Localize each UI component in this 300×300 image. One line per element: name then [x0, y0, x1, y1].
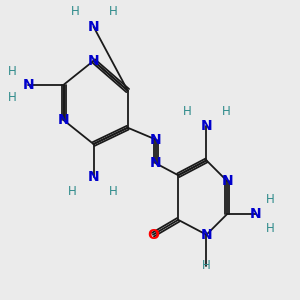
Text: H: H: [266, 222, 275, 235]
Text: H: H: [68, 185, 77, 198]
Text: N: N: [201, 228, 212, 242]
Text: H: H: [266, 193, 275, 206]
Text: H: H: [202, 260, 211, 272]
Text: H: H: [8, 65, 16, 78]
Text: N: N: [88, 20, 99, 34]
Text: N: N: [150, 156, 162, 170]
Text: H: H: [109, 185, 117, 198]
Text: H: H: [71, 5, 80, 18]
Text: H: H: [183, 105, 191, 118]
Text: N: N: [88, 54, 99, 68]
Text: N: N: [221, 174, 233, 188]
Text: N: N: [22, 78, 34, 92]
Text: N: N: [250, 207, 261, 221]
Text: N: N: [150, 133, 162, 147]
Text: N: N: [201, 119, 212, 133]
Text: N: N: [58, 113, 70, 127]
Text: H: H: [221, 105, 230, 118]
Text: H: H: [109, 5, 117, 18]
Text: H: H: [8, 92, 16, 104]
Text: O: O: [147, 228, 159, 242]
Text: N: N: [88, 170, 99, 184]
